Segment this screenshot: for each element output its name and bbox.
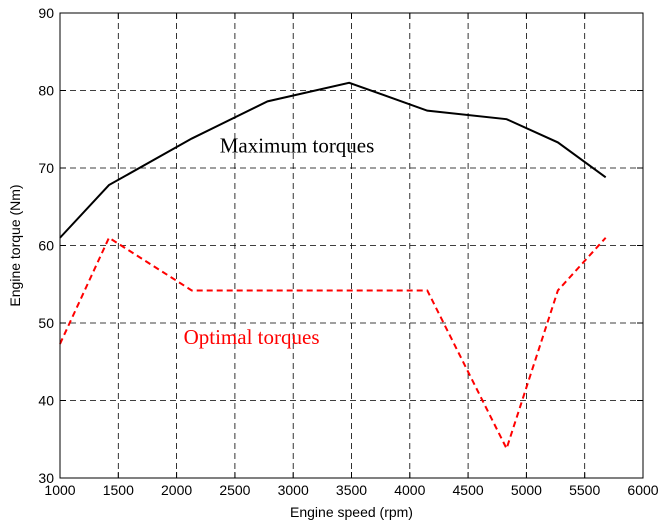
x-tick-label: 4500 [453, 482, 484, 498]
series-layer [59, 81, 607, 452]
grid-lines [60, 13, 643, 478]
x-tick-label: 3500 [336, 482, 367, 498]
y-tick-label: 50 [38, 315, 54, 331]
y-axis-label: Engine torque (Nm) [7, 184, 23, 306]
x-tick-label: 3000 [278, 482, 309, 498]
series-line-maximum-torques [59, 81, 607, 239]
y-tick-label: 60 [38, 238, 54, 254]
y-tick-label: 30 [38, 470, 54, 486]
x-tick-label: 5500 [569, 482, 600, 498]
x-tick-label: 4000 [394, 482, 425, 498]
x-tick-label: 2500 [219, 482, 250, 498]
series-line-optimal-torques [59, 236, 607, 452]
annotation-label: Optimal torques [184, 325, 320, 349]
x-tick-label: 1000 [44, 482, 75, 498]
x-tick-label: 2000 [161, 482, 192, 498]
annotations: Maximum torques Optimal torques [184, 134, 375, 349]
axis-ticks [59, 12, 644, 479]
x-tick-label: 5000 [511, 482, 542, 498]
x-axis-label: Engine speed (rpm) [290, 504, 413, 520]
y-tick-label: 80 [38, 83, 54, 99]
y-tick-label: 40 [38, 393, 54, 409]
x-tick-label: 1500 [103, 482, 134, 498]
y-tick-label: 70 [38, 160, 54, 176]
x-tick-label: 6000 [627, 482, 658, 498]
annotation-label: Maximum torques [220, 134, 375, 158]
tick-labels: 1000 1500 2000 2500 3000 3500 4000 4500 5000 5500… [38, 5, 658, 498]
y-tick-label: 90 [38, 5, 54, 21]
